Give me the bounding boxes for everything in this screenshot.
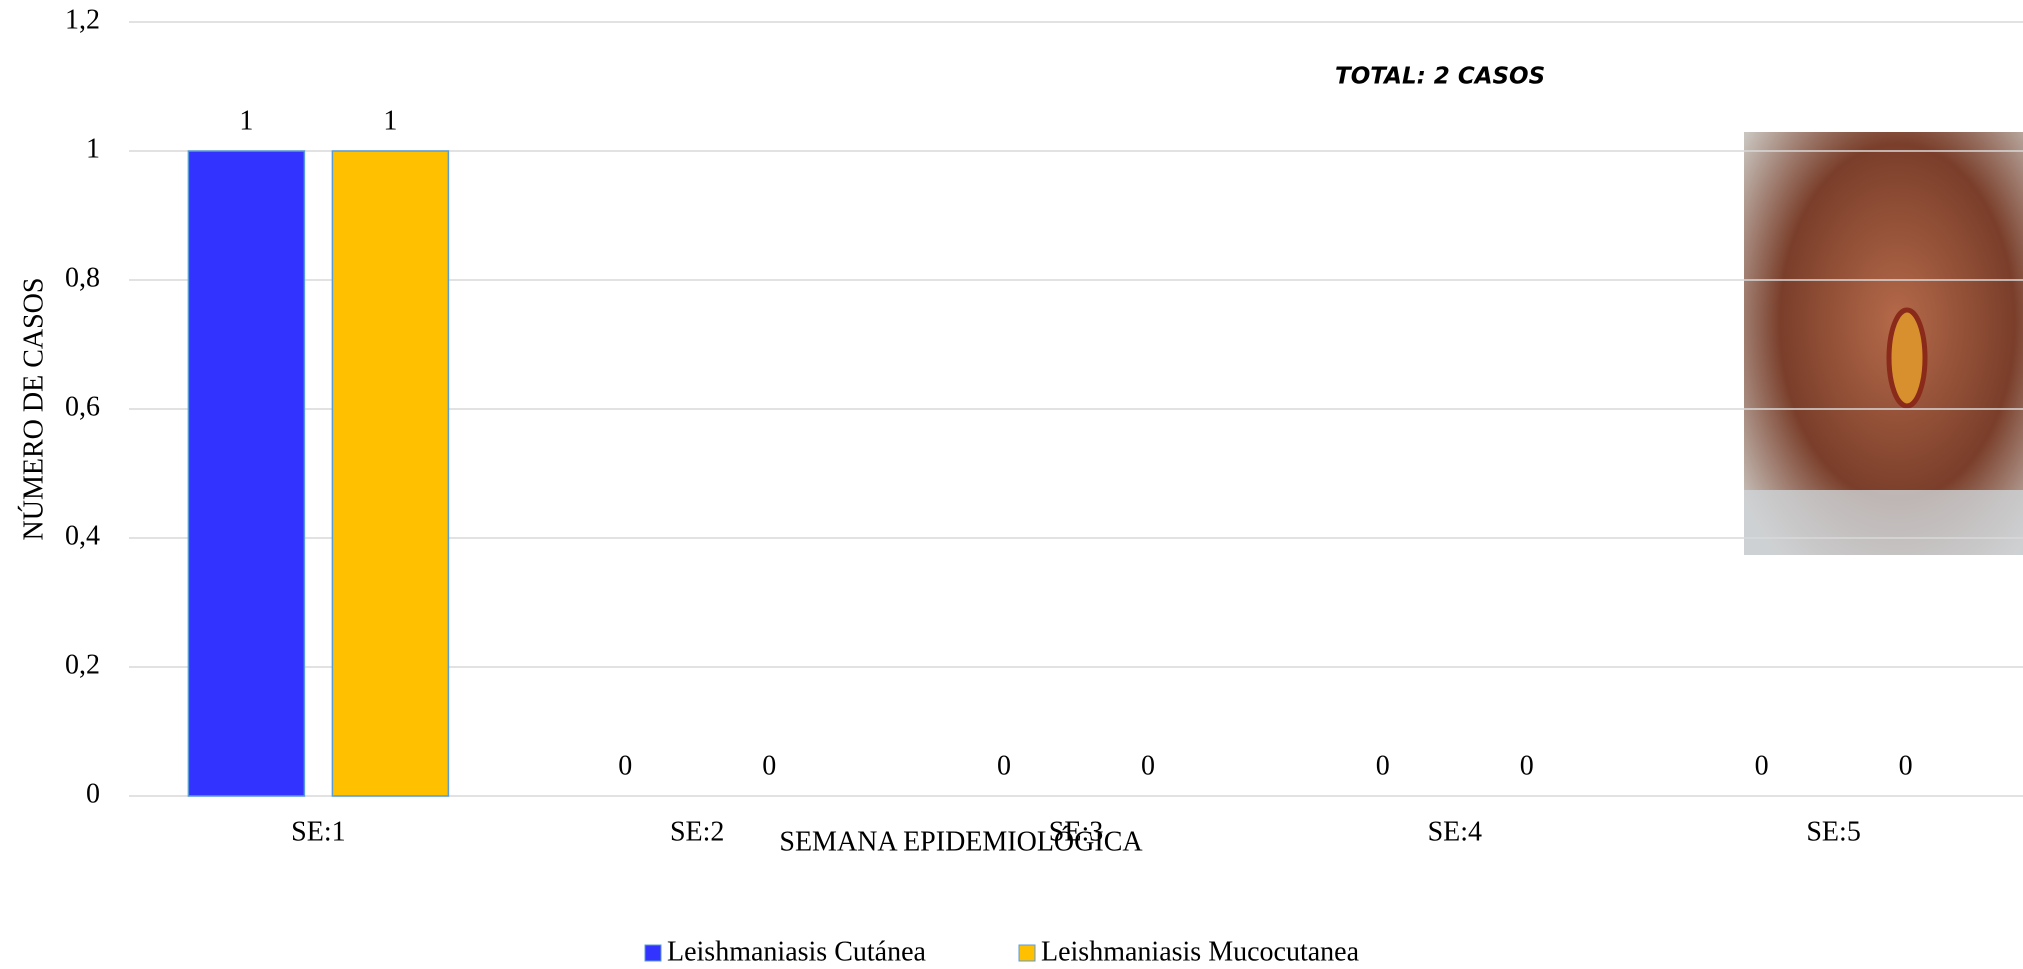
data-label: 0 — [1899, 750, 1913, 781]
x-tick-label: SE:1 — [291, 816, 345, 847]
y-tick-label: 1,2 — [65, 4, 100, 35]
data-label: 0 — [1376, 750, 1390, 781]
y-axis-title: NÚMERO DE CASOS — [18, 278, 49, 541]
data-label: 1 — [383, 105, 397, 136]
data-label: 1 — [239, 105, 253, 136]
bar — [331, 150, 450, 797]
y-tick-label: 0,2 — [65, 649, 100, 680]
data-label: 0 — [1520, 750, 1534, 781]
legend-label: Leishmaniasis Mucocutanea — [1041, 936, 1360, 967]
data-label: 0 — [1755, 750, 1769, 781]
x-tick-label: SE:3 — [1049, 816, 1103, 847]
y-tick-label: 0,8 — [65, 262, 100, 293]
y-tick-label: 0,4 — [65, 520, 100, 551]
legend-swatch — [1018, 944, 1036, 962]
annotation: TOTAL: 2 CASOS — [1335, 64, 1545, 90]
x-axis-title: SEMANA EPIDEMIOLÓGICA — [779, 826, 1143, 857]
y-tick-label: 0,6 — [65, 391, 100, 422]
data-label: 0 — [1141, 750, 1155, 781]
bar — [187, 150, 306, 797]
data-label: 0 — [762, 750, 776, 781]
legend-swatch — [644, 944, 662, 962]
x-tick-label: SE:2 — [670, 816, 724, 847]
legend-label: Leishmaniasis Cutánea — [667, 936, 927, 967]
data-label: 0 — [997, 750, 1011, 781]
x-tick-label: SE:4 — [1428, 816, 1482, 847]
photo — [1744, 132, 2023, 555]
data-label: 0 — [618, 750, 632, 781]
y-tick-label: 1 — [86, 133, 100, 164]
x-tick-label: SE:5 — [1806, 816, 1860, 847]
y-tick-label: 0 — [86, 778, 100, 809]
